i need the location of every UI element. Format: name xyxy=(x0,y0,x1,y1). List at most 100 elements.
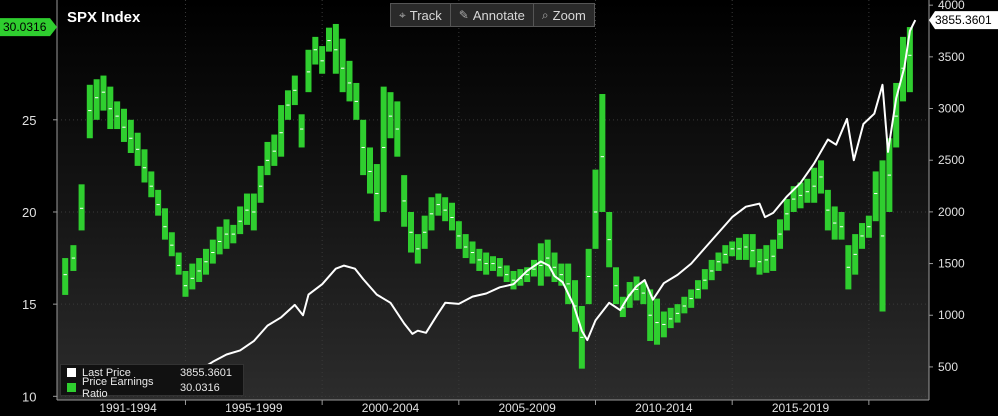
right-tick-label: 2500 xyxy=(938,153,965,167)
pe-bar xyxy=(332,23,339,74)
pe-bar xyxy=(107,86,114,130)
zoom-label: Zoom xyxy=(552,7,586,23)
pe-bar xyxy=(387,92,394,139)
left-tick-label: 25 xyxy=(22,113,36,128)
pe-bar xyxy=(175,252,182,275)
pe-bar xyxy=(442,197,449,222)
pe-bar xyxy=(537,243,544,286)
pe-bar xyxy=(78,184,85,231)
pe-bar xyxy=(209,239,216,264)
right-tick-label: 500 xyxy=(938,360,958,374)
pe-bar xyxy=(346,60,353,102)
right-tick-label: 4000 xyxy=(938,0,965,12)
pe-bar xyxy=(599,94,606,212)
current-pe-tag: 30.0316 xyxy=(0,18,57,37)
left-tick-label: 15 xyxy=(22,297,36,312)
pe-bar xyxy=(325,27,332,52)
pe-bar xyxy=(120,108,127,142)
pe-bar xyxy=(380,86,387,212)
x-tick-label: 2000-2004 xyxy=(362,401,420,415)
pe-bar xyxy=(893,82,900,148)
pe-bar xyxy=(804,178,811,203)
legend-value: 3855.3601 xyxy=(180,366,232,379)
pe-bar xyxy=(148,171,155,198)
price-line xyxy=(62,19,917,385)
current-price-tag-bg xyxy=(929,11,998,30)
pe-bar xyxy=(701,269,708,290)
pe-bar xyxy=(339,38,346,93)
chart-title: SPX Index xyxy=(67,9,141,26)
pe-bar xyxy=(366,147,373,194)
pe-bar xyxy=(770,239,777,271)
pe-bar xyxy=(182,270,189,297)
pe-bar xyxy=(93,79,100,120)
annotate-button[interactable]: ✎ Annotate xyxy=(451,4,534,26)
pe-bar xyxy=(906,27,913,93)
pe-bar xyxy=(462,234,469,259)
pe-bar xyxy=(783,199,790,231)
pe-bar xyxy=(161,208,168,240)
current-pe-tag-bg xyxy=(0,18,57,37)
legend-label: Price Earnings Ratio xyxy=(82,375,154,400)
pe-bar xyxy=(196,258,203,283)
pe-bar xyxy=(708,259,715,281)
magnifier-icon: ⌕ xyxy=(541,7,549,22)
pe-bar xyxy=(114,101,121,130)
pe-bar xyxy=(141,149,148,183)
pe-bar xyxy=(667,307,674,329)
pe-bar xyxy=(811,167,818,203)
pe-bar xyxy=(271,134,278,166)
pe-bar xyxy=(168,232,175,257)
x-tick-label: 1995-1999 xyxy=(225,401,283,415)
track-button[interactable]: ⌖ Track xyxy=(391,4,451,26)
pe-bar xyxy=(189,263,196,290)
pe-bar xyxy=(278,105,285,157)
pe-bar xyxy=(530,259,538,277)
pe-bar xyxy=(681,296,688,314)
x-tick-label: 2005-2009 xyxy=(498,401,556,415)
chart-toolbar: ⌖ Track ✎ Annotate ⌕ Zoom xyxy=(390,3,595,27)
pe-bar xyxy=(373,164,380,222)
pe-bar xyxy=(86,84,93,139)
left-tick-label: 10 xyxy=(22,389,36,404)
pe-bar xyxy=(763,245,770,273)
pe-bar xyxy=(312,36,319,65)
pe-bar xyxy=(503,265,510,283)
crosshair-icon: ⌖ xyxy=(399,7,406,22)
pencil-icon: ✎ xyxy=(458,8,469,22)
pe-bar xyxy=(155,189,162,216)
pe-bar xyxy=(872,171,879,222)
right-tick-label: 3000 xyxy=(938,102,965,116)
right-tick-label: 1000 xyxy=(938,308,965,322)
x-tick-label: 2015-2019 xyxy=(772,401,830,415)
pe-bar xyxy=(455,221,462,249)
current-price-tag-label: 3855.3601 xyxy=(935,13,992,27)
pe-bar xyxy=(633,276,640,301)
right-tick-label: 3500 xyxy=(938,50,965,64)
pe-bar xyxy=(838,211,845,240)
white-swatch-icon xyxy=(67,368,76,377)
zoom-button[interactable]: ⌕ Zoom xyxy=(534,4,594,26)
pe-bar xyxy=(654,298,661,345)
legend-value: 30.0316 xyxy=(180,381,220,394)
legend-label: Last Price xyxy=(82,366,131,379)
current-pe-tag-label: 30.0316 xyxy=(3,20,47,34)
right-tick-label: 2000 xyxy=(938,205,965,219)
x-tick-label: 1991-1994 xyxy=(99,401,157,415)
chart-legend: Last Price 3855.3601 Price Earnings Rati… xyxy=(60,364,244,400)
pe-bar xyxy=(264,141,271,176)
pe-bar xyxy=(305,49,312,93)
pe-bar xyxy=(592,169,599,249)
pe-bar xyxy=(448,202,456,231)
pe-bar xyxy=(100,75,107,111)
legend-item-last-price[interactable]: Last Price 3855.3601 xyxy=(61,365,243,380)
pe-bar xyxy=(257,165,264,203)
annotate-label: Annotate xyxy=(472,7,525,23)
pe-bar xyxy=(237,206,244,235)
left-tick-label: 20 xyxy=(22,205,36,220)
legend-item-pe-ratio[interactable]: Price Earnings Ratio 30.0316 xyxy=(61,376,243,400)
pe-bar xyxy=(216,226,223,255)
